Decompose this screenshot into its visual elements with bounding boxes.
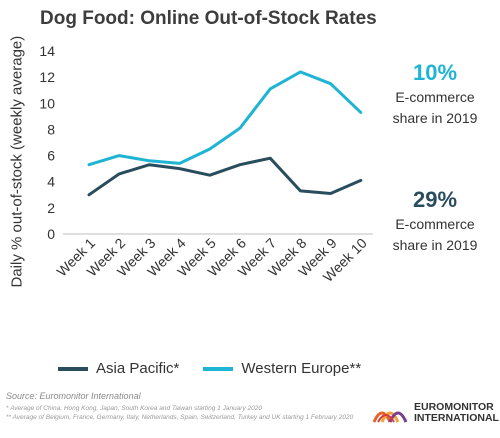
callout-value: 29% <box>412 187 458 212</box>
series-line-western-europe <box>87 70 363 167</box>
legend-label: Western Europe** <box>241 360 362 377</box>
callout-text-line2: share in 2019 <box>392 110 478 126</box>
logo-text-line2: INTERNATIONAL <box>414 412 499 424</box>
logo-text-line1: EUROMONITOR <box>414 401 494 413</box>
y-tick-label: 12 <box>39 69 55 85</box>
legend: Asia Pacific* Western Europe** <box>58 360 385 377</box>
callout-text-line1: E-commerce <box>395 89 475 105</box>
y-tick-label: 6 <box>47 148 55 164</box>
callout-western-europe: 10% E-commerce share in 2019 <box>380 60 490 128</box>
y-tick-label: 14 <box>39 43 55 59</box>
callout-value: 10% <box>412 60 458 85</box>
legend-label: Asia Pacific* <box>96 360 180 377</box>
footnote-europe: ** Average of Belgium, France, Germany, … <box>6 414 354 421</box>
y-tick-label: 2 <box>47 200 55 216</box>
callout-text-line2: share in 2019 <box>392 237 478 253</box>
euromonitor-logo: EUROMONITOR INTERNATIONAL <box>372 402 499 424</box>
y-axis-title: Daily % out-of-stock (weekly average) <box>8 35 26 288</box>
legend-swatch <box>58 366 88 371</box>
callout-text-line1: E-commerce <box>395 216 475 232</box>
logo-mark-icon <box>372 411 408 423</box>
y-tick-label: 4 <box>47 174 55 190</box>
y-tick-label: 8 <box>47 121 55 137</box>
legend-item-asia-pacific: Asia Pacific* <box>58 360 179 377</box>
plot-area <box>87 70 363 197</box>
legend-swatch <box>203 366 234 371</box>
y-tick-label: 10 <box>39 95 55 111</box>
legend-item-western-europe: Western Europe** <box>203 360 361 377</box>
footnote-asia: * Average of China, Hong Kong, Japan, So… <box>6 405 262 412</box>
source-text: Source: Euromonitor International <box>6 391 141 401</box>
callout-asia-pacific: 29% E-commerce share in 2019 <box>380 187 490 255</box>
series-line-asia-pacific <box>87 156 363 197</box>
y-tick-label: 0 <box>47 226 55 242</box>
chart-title: Dog Food: Online Out-of-Stock Rates <box>40 8 377 29</box>
